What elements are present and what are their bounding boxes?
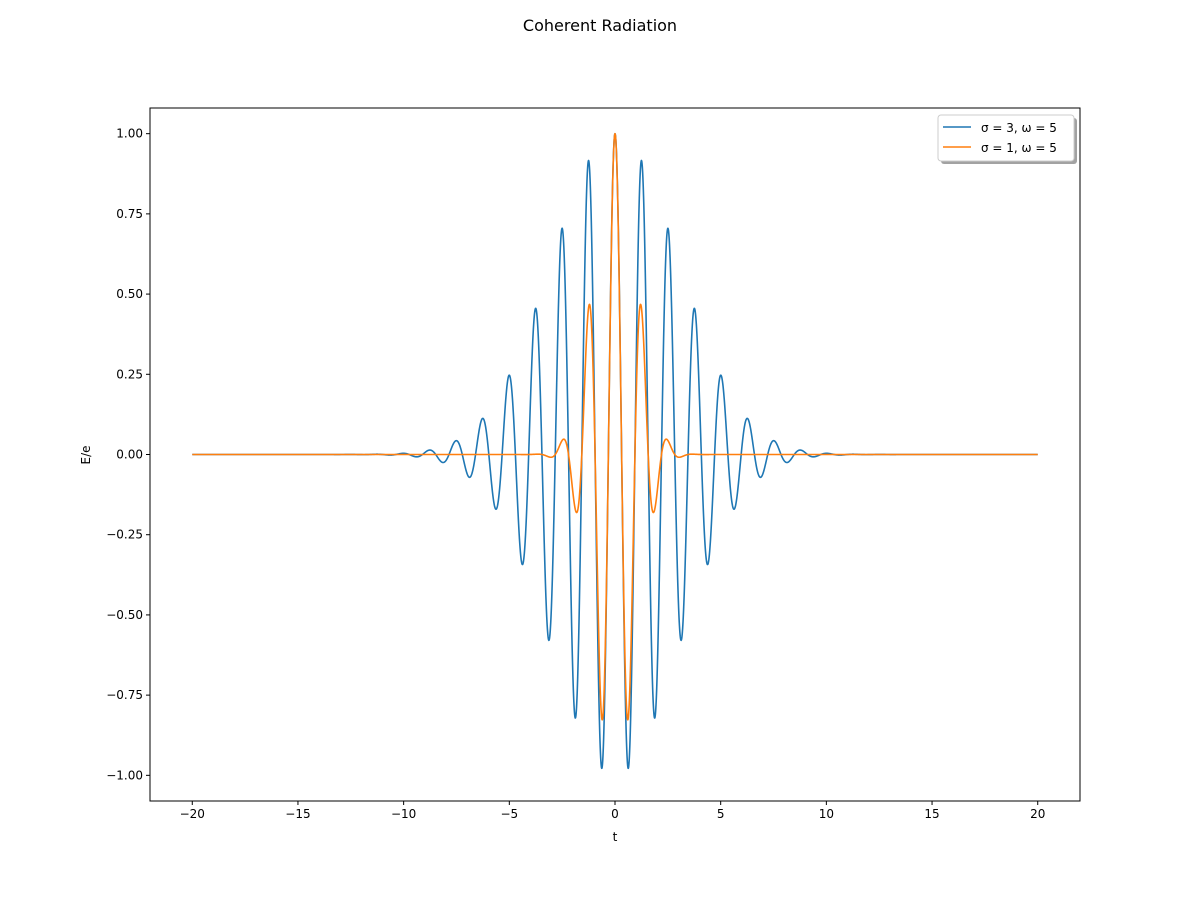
series-line-1	[191, 132, 1039, 721]
y-tick-label: 0.75	[116, 207, 143, 221]
y-tick-label: 0.25	[116, 367, 143, 381]
legend-label-series-0: σ = 3, ω = 5	[981, 121, 1057, 135]
x-axis-ticks: −20 −15 −10 −5 0 5 10 15 20	[180, 801, 1045, 821]
y-tick-label: −1.00	[106, 768, 143, 782]
x-tick-label: 0	[611, 807, 619, 821]
x-tick-label: 15	[924, 807, 939, 821]
plot-lines	[191, 132, 1039, 770]
x-tick-label: −20	[180, 807, 205, 821]
y-tick-label: 0.00	[116, 448, 143, 462]
y-tick-label: 1.00	[116, 127, 143, 141]
x-axis-label: t	[613, 830, 618, 844]
x-tick-label: −10	[391, 807, 416, 821]
x-tick-label: 10	[819, 807, 834, 821]
x-tick-label: −15	[285, 807, 310, 821]
y-tick-label: −0.50	[106, 608, 143, 622]
legend-label-series-1: σ = 1, ω = 5	[981, 141, 1057, 155]
y-axis-label: E/e	[79, 445, 93, 464]
y-tick-label: −0.75	[106, 688, 143, 702]
chart-title: Coherent Radiation	[522, 16, 678, 35]
x-tick-label: 5	[717, 807, 725, 821]
y-tick-label: 0.50	[116, 287, 143, 301]
series-line-0	[191, 132, 1039, 770]
y-tick-label: −0.25	[106, 528, 143, 542]
x-tick-label: 20	[1030, 807, 1045, 821]
x-tick-label: −5	[500, 807, 518, 821]
legend: σ = 3, ω = 5 σ = 1, ω = 5	[937, 114, 1077, 164]
y-axis-ticks: −1.00 −0.75 −0.50 −0.25 0.00 0.25 0.50 0.75 1.00	[106, 127, 150, 782]
legend-box	[937, 114, 1075, 162]
